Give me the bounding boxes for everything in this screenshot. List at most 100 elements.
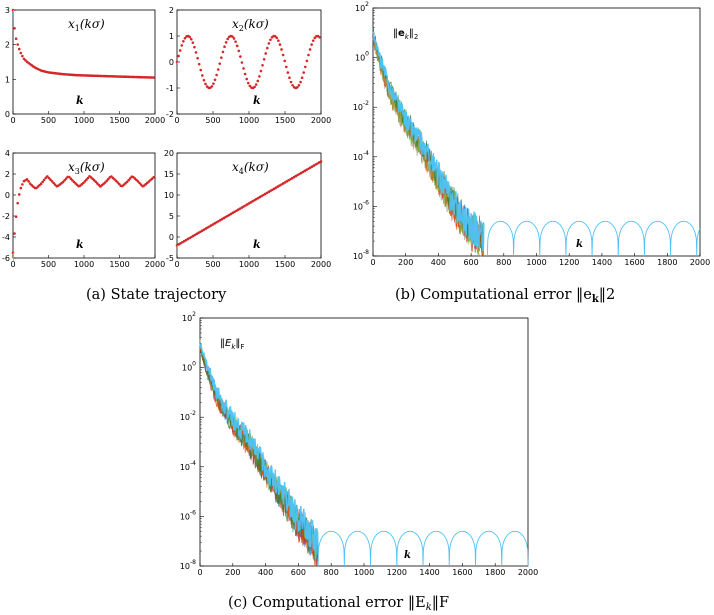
x3-point [105,179,109,183]
x2-point [310,43,313,46]
x2-point [245,77,248,81]
x1-ytick-label: 1 [5,75,10,84]
x2-point [237,49,241,53]
x2-xtick-label: 2000 [311,116,331,125]
x4-xlabel: k [253,238,261,251]
x4-title: x4(kσ) [232,160,269,176]
x2-xtick-label: 1500 [275,116,295,125]
EF-xtick-label: 0 [197,568,202,577]
x2-point [240,61,244,64]
caption-b: (b) Computational error ‖ek‖2 [395,287,615,305]
x2-ytick-label: 1 [169,32,174,41]
e2-xtick-label: 0 [370,258,375,267]
x2-point [180,44,184,47]
EF-xtick-label: 1000 [354,568,374,577]
x2-point [239,55,242,58]
x2-ytick-label: 0 [169,58,174,67]
x2-point [218,62,222,65]
x1-xlabel: k [76,94,84,107]
chart-x1: 0 500 1000 1500 2000 0 1 2 3 x1(kσ) k [5,6,165,125]
x2-point [231,35,234,38]
x1-xtick-label: 1000 [74,116,94,125]
x4-ytick-label: 10 [164,191,174,200]
e2-ytick-label: 10-4 [353,150,369,162]
x2-ytick-label: -2 [166,110,174,119]
EF-xtick-label: 600 [291,568,306,577]
x1-point [19,51,23,55]
x2-point [261,63,264,67]
x4-ytick-label: 5 [169,212,174,221]
EF-xtick-label: 2000 [518,568,538,577]
EF-ytick-label: 10-4 [180,460,196,472]
x2-point [216,68,220,71]
x2-point [212,82,215,85]
x1-ytick-label: 2 [5,41,10,50]
x2-title: x2(kσ) [232,17,269,33]
x3-point [138,181,141,185]
x2-point [289,80,293,84]
e2-ytick-label: 10-6 [353,199,369,211]
x2-point [277,39,280,42]
x3-point [86,176,90,180]
x3-point [106,177,110,181]
x3-point [13,232,16,235]
x4-xtick-label: 500 [205,260,220,269]
EF-xtick-label: 1800 [485,568,505,577]
x3-point [125,180,129,184]
e2-frame [372,7,701,257]
e2-ytick-label: 10-2 [353,100,369,112]
x3-point [21,183,24,186]
x2-point [308,48,312,51]
x2-point [256,79,260,83]
e2-xtick-label: 2000 [690,258,710,267]
x2-point [302,71,306,74]
e2-xtick-label: 200 [398,258,413,267]
e2-title: ‖ek‖2 [393,28,418,41]
x2-point [248,84,252,88]
x2-point [235,44,239,48]
e2-xtick-label: 1200 [559,258,579,267]
e2-xtick-label: 1400 [592,258,612,267]
x3-point [19,186,23,190]
x1-point [16,43,19,46]
chart-x2: 0 500 1000 1500 2000 -2 -1 0 1 2 x2(kσ) k [166,6,331,125]
x3-point [94,180,98,184]
x3-point [152,176,155,179]
x3-point [136,180,140,183]
x3-point [69,177,73,180]
x1-xtick-label: 2000 [145,116,165,125]
x3-point [139,183,143,186]
chart-x3: 0 500 1000 1500 2000 -6 -4 -2 0 2 4 x3(kσ) k [2,149,165,269]
EF-ytick-label: 10-2 [180,410,196,422]
x3-point [85,178,88,182]
x2-point [296,86,299,89]
x2-point [300,76,304,80]
EF-xtick-label: 1400 [419,568,439,577]
x2-point [265,46,269,50]
x3-xtick-label: 500 [41,260,56,269]
x2-point [210,85,214,88]
x2-point [311,39,315,42]
x3-point [16,201,19,205]
EF-ytick-label: 102 [182,311,196,323]
x3-point [53,183,57,186]
x3-ytick-label: -6 [2,254,10,263]
x2-point [286,71,290,74]
x2-point [232,37,236,40]
EF-xtick-label: 400 [258,568,273,577]
EF-ytick-label: 10-8 [180,559,196,571]
x1-point [14,37,18,40]
x1-xtick-label: 0 [10,116,15,125]
x2-point [191,41,195,44]
x2-point [304,65,307,69]
x2-point [183,36,187,40]
EF-ytick-label: 10-6 [180,509,196,521]
x1-xtick-label: 1500 [109,116,129,125]
x3-point [47,176,51,180]
e2-xtick-label: 600 [463,258,478,267]
x3-point [50,180,54,183]
e2-xtick-label: 1600 [624,258,644,267]
x2-point [299,80,302,84]
x4-ytick-label: 0 [169,233,174,242]
